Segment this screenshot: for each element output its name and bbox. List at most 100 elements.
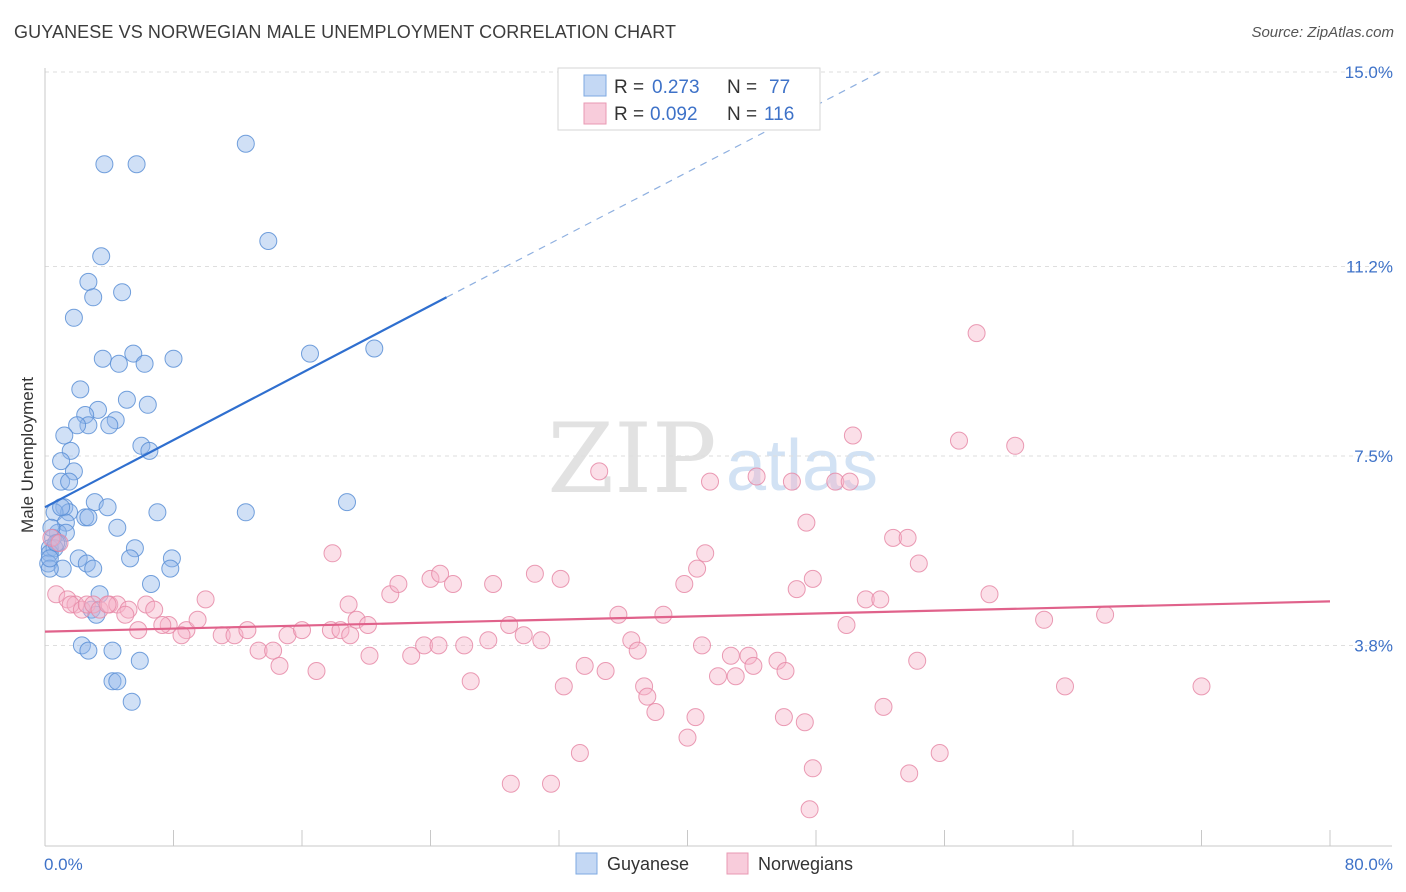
y-tick-label-1: 7.5% bbox=[1354, 447, 1393, 466]
chart-source: Source: ZipAtlas.com bbox=[1251, 24, 1394, 41]
guyanese-point-71 bbox=[108, 672, 127, 691]
norwegians-point-115 bbox=[307, 662, 326, 680]
guyanese-point-61 bbox=[40, 559, 59, 578]
guyanese-point-68 bbox=[103, 641, 122, 660]
norwegians-trend-line bbox=[44, 600, 1331, 633]
norwegians-point-37 bbox=[421, 569, 440, 588]
guyanese-point-13 bbox=[164, 349, 183, 368]
guyanese-point-62 bbox=[142, 575, 160, 593]
norwegians-point-50 bbox=[479, 631, 498, 650]
guyanese-point-0 bbox=[95, 155, 114, 174]
norwegians-point-4 bbox=[50, 534, 69, 552]
norwegians-point-21 bbox=[196, 590, 215, 609]
guyanese-point-7 bbox=[84, 288, 103, 307]
norwegians-point-20 bbox=[172, 626, 191, 645]
norwegians-point-40 bbox=[484, 575, 503, 593]
norwegians-point-96 bbox=[908, 651, 927, 670]
y-tick-label-0: 3.8% bbox=[1354, 636, 1393, 655]
norwegians-point-76 bbox=[701, 472, 719, 491]
x-tick-label-1: 80.0% bbox=[1345, 855, 1393, 874]
norwegians-point-17 bbox=[188, 610, 207, 629]
norwegians-point-71 bbox=[744, 656, 763, 675]
norwegians-point-97 bbox=[900, 764, 919, 783]
guyanese-point-9 bbox=[301, 344, 319, 363]
legend-n-value-norwegians: 116 bbox=[764, 104, 794, 125]
norwegians-point-46 bbox=[402, 646, 421, 665]
guyanese-point-60 bbox=[53, 559, 72, 578]
norwegians-point-75 bbox=[803, 569, 822, 588]
norwegians-point-19 bbox=[153, 616, 172, 634]
norwegians-point-36 bbox=[389, 575, 408, 593]
norwegians-point-26 bbox=[264, 641, 283, 660]
y-tick-label-3: 15.0% bbox=[1345, 63, 1393, 82]
x-tick-label-0: 0.0% bbox=[44, 855, 83, 874]
legend-swatch-norwegians bbox=[583, 102, 607, 125]
norwegians-point-103 bbox=[1096, 605, 1115, 624]
legend-series: Guyanese Norwegians bbox=[575, 852, 853, 875]
legend-r-label-guyanese: R = bbox=[614, 77, 644, 98]
legend-n-value-guyanese: 77 bbox=[769, 77, 790, 98]
norwegians-point-94 bbox=[800, 800, 819, 819]
chart-title: GUYANESE VS NORWEGIAN MALE UNEMPLOYMENT … bbox=[14, 22, 677, 42]
norwegians-point-82 bbox=[837, 616, 856, 634]
norwegians-point-59 bbox=[654, 605, 673, 624]
norwegians-point-25 bbox=[249, 641, 268, 660]
legend-stats: R = 0.273 N = 77 R = 0.092 N = 116 bbox=[557, 67, 821, 131]
norwegians-point-58 bbox=[635, 677, 654, 696]
guyanese-point-25 bbox=[55, 426, 74, 445]
norwegians-points bbox=[42, 324, 1211, 819]
guyanese-point-5 bbox=[79, 272, 98, 291]
norwegians-point-93 bbox=[803, 759, 822, 778]
guyanese-point-67 bbox=[79, 641, 98, 660]
norwegians-point-95 bbox=[774, 708, 793, 727]
norwegians-point-105 bbox=[501, 774, 520, 793]
guyanese-point-58 bbox=[84, 559, 103, 578]
legend-bottom-label-norwegians: Norwegians bbox=[758, 854, 853, 874]
guyanese-point-6 bbox=[113, 283, 132, 302]
axes bbox=[44, 68, 1392, 847]
norwegians-point-101 bbox=[1035, 610, 1054, 629]
guyanese-point-1 bbox=[127, 155, 146, 174]
guyanese-point-75 bbox=[40, 549, 59, 568]
legend-r-value-guyanese: 0.273 bbox=[652, 77, 700, 98]
norwegians-point-56 bbox=[622, 631, 641, 650]
norwegians-point-102 bbox=[1056, 677, 1074, 696]
norwegians-point-64 bbox=[678, 728, 697, 747]
norwegians-point-85 bbox=[843, 426, 862, 445]
guyanese-point-44 bbox=[108, 518, 127, 537]
norwegians-point-28 bbox=[293, 621, 311, 640]
norwegians-point-63 bbox=[646, 703, 665, 721]
norwegians-point-69 bbox=[726, 667, 745, 686]
legend-n-label-guyanese: N = bbox=[727, 77, 757, 98]
guyanese-point-42 bbox=[79, 508, 98, 527]
watermark-zip: ZIP bbox=[547, 403, 716, 515]
guyanese-point-15 bbox=[109, 354, 128, 373]
guyanese-point-54 bbox=[121, 549, 140, 568]
norwegians-point-79 bbox=[797, 513, 816, 532]
legend-r-label-norwegians: R = bbox=[614, 104, 644, 125]
norwegians-point-74 bbox=[787, 580, 806, 599]
norwegians-point-34 bbox=[323, 544, 342, 563]
norwegians-point-60 bbox=[675, 575, 694, 593]
norwegians-point-83 bbox=[856, 590, 875, 609]
norwegians-point-47 bbox=[415, 636, 434, 655]
norwegians-point-110 bbox=[461, 672, 480, 691]
norwegians-point-104 bbox=[1192, 677, 1211, 696]
guyanese-point-59 bbox=[161, 559, 180, 578]
guyanese-point-69 bbox=[130, 651, 149, 670]
norwegians-point-114 bbox=[270, 656, 289, 675]
norwegians-point-33 bbox=[339, 595, 358, 614]
norwegians-point-108 bbox=[590, 462, 609, 481]
norwegians-point-43 bbox=[500, 616, 519, 634]
norwegians-point-41 bbox=[525, 564, 544, 583]
guyanese-point-18 bbox=[138, 395, 157, 414]
norwegians-point-89 bbox=[950, 431, 968, 450]
norwegians-point-5 bbox=[61, 595, 80, 614]
legend-r-value-norwegians: 0.092 bbox=[650, 104, 698, 125]
norwegians-point-91 bbox=[1006, 436, 1025, 455]
guyanese-trend-line bbox=[44, 296, 448, 509]
norwegians-point-107 bbox=[570, 744, 589, 762]
legend-bottom-swatch-guyanese bbox=[575, 852, 598, 875]
norwegians-point-66 bbox=[693, 636, 711, 655]
